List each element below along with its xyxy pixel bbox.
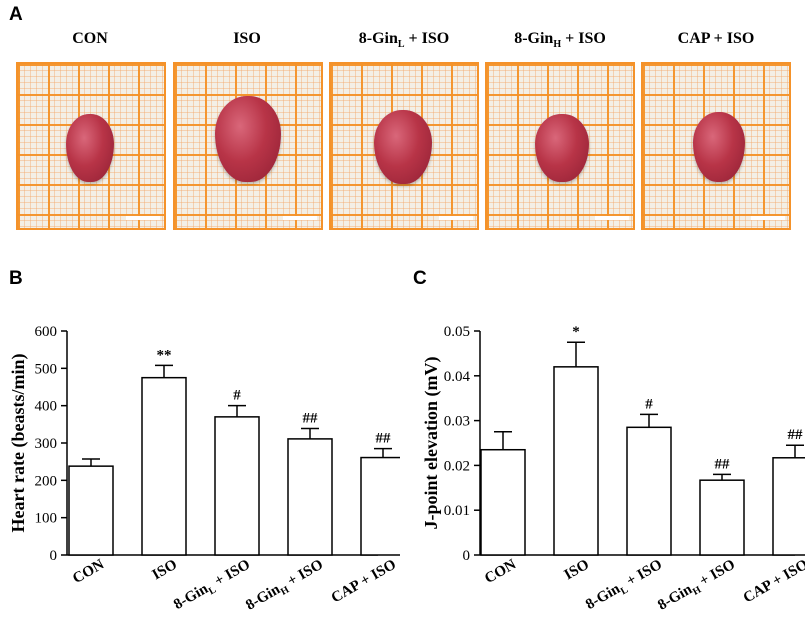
bar xyxy=(141,376,187,556)
significance-label: ## xyxy=(788,427,804,443)
bar xyxy=(480,448,526,556)
scale-bar xyxy=(439,216,473,220)
photo-con xyxy=(16,62,166,230)
x-tick-label: 8-GinH + ISO xyxy=(655,557,739,617)
significance-label: * xyxy=(572,324,580,340)
y-tick-label: 600 xyxy=(35,324,58,340)
heart-image xyxy=(66,114,114,182)
bar xyxy=(699,479,745,556)
x-tick-label: CAP + ISO xyxy=(741,557,805,607)
photo-title-8ginh-iso: 8-GinH + ISO xyxy=(514,30,606,51)
significance-label: ## xyxy=(376,431,392,447)
x-tick-label: 8-GinH + ISO xyxy=(243,557,327,617)
scale-bar xyxy=(595,216,629,220)
y-tick-label: 500 xyxy=(35,361,58,377)
significance-label: # xyxy=(233,388,241,404)
y-tick-label: 0.03 xyxy=(444,414,470,430)
photo-title-con: CON xyxy=(72,30,108,47)
y-tick-label: 0.05 xyxy=(444,324,470,340)
j-point-chart: 0 0.01 0.02 0.03 0.04 0.05 J-point elevation (… xyxy=(421,324,805,617)
x-tick-label: ISO xyxy=(150,557,180,584)
bar xyxy=(287,438,333,556)
significance-label: ** xyxy=(157,347,172,363)
x-tick-label: CON xyxy=(70,557,107,588)
heart-image xyxy=(693,112,745,182)
bar xyxy=(360,456,400,556)
heart-rate-chart: 0 100 200 300 400 500 600 Heart rate (beasts/mi… xyxy=(8,324,400,617)
heart-image xyxy=(215,96,281,182)
significance-label: ## xyxy=(303,410,319,426)
bar xyxy=(553,366,599,556)
heart-image xyxy=(535,114,589,182)
y-tick-label: 0 xyxy=(50,548,58,564)
significance-label: ## xyxy=(715,456,731,472)
x-tick-label: ISO xyxy=(562,557,592,584)
x-tick-label: CON xyxy=(482,557,519,588)
bar xyxy=(772,457,805,556)
panel-label-b: B xyxy=(9,268,23,289)
y-tick-label: 300 xyxy=(35,436,58,452)
y-tick-label: 0.01 xyxy=(444,503,470,519)
significance-label: # xyxy=(645,396,653,412)
y-axis-label: J-point elevation (mV) xyxy=(421,357,442,530)
y-tick-label: 400 xyxy=(35,399,58,415)
scale-bar xyxy=(126,216,160,220)
x-tick-label: CAP + ISO xyxy=(329,557,399,607)
photo-8ginl-iso xyxy=(329,62,479,230)
heart-image xyxy=(374,110,432,184)
photo-cap-iso xyxy=(641,62,791,230)
y-tick-label: 0.02 xyxy=(444,458,470,474)
y-axis-label: Heart rate (beasts/min) xyxy=(8,354,29,533)
photo-title-8ginl-iso: 8-GinL + ISO xyxy=(358,30,450,51)
y-tick-label: 100 xyxy=(35,511,58,527)
photo-iso xyxy=(173,62,323,230)
bar xyxy=(214,416,260,556)
panel-label-c: C xyxy=(413,268,427,289)
y-tick-label: 200 xyxy=(35,473,58,489)
photo-8ginh-iso xyxy=(485,62,635,230)
panel-label-a: A xyxy=(9,4,23,25)
bar xyxy=(626,426,672,556)
y-tick-label: 0.04 xyxy=(444,369,471,385)
scale-bar xyxy=(283,216,317,220)
x-tick-label: 8-GinL + ISO xyxy=(171,557,254,616)
scale-bar xyxy=(751,216,785,220)
photo-title-cap-iso: CAP + ISO xyxy=(677,30,755,47)
x-tick-label: 8-GinL + ISO xyxy=(583,557,666,616)
y-tick-label: 0 xyxy=(463,548,471,564)
bar xyxy=(68,465,114,556)
photo-title-iso: ISO xyxy=(233,30,261,47)
